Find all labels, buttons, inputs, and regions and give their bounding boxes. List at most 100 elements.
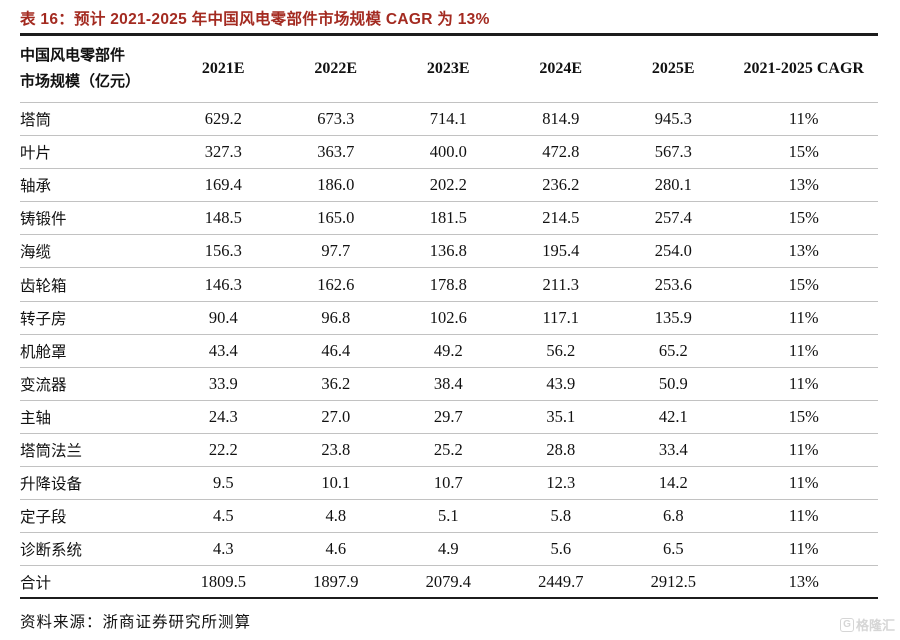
value-cell: 22.2 [208, 439, 238, 459]
table-row: 变流器 33.9 36.2 38.4 43.9 50.9 11% [20, 368, 878, 401]
value-cell: 6.8 [662, 506, 684, 526]
value-cell: 1897.9 [313, 571, 359, 591]
value-cell: 9.5 [212, 473, 234, 493]
value-cell: 43.4 [208, 340, 238, 360]
value-cell: 23.8 [321, 439, 351, 459]
cagr-cell: 15% [788, 142, 819, 162]
value-cell: 214.5 [542, 208, 580, 228]
value-cell: 6.5 [662, 539, 684, 559]
value-cell: 195.4 [542, 241, 580, 261]
value-cell: 90.4 [208, 307, 238, 327]
table-row: 升降设备 9.5 10.1 10.7 12.3 14.2 11% [20, 467, 878, 501]
row-label-cell: 升降设备 [20, 476, 83, 494]
row-label-cell: 塔筒法兰 [20, 442, 83, 460]
column-header-2025e: 2025E [651, 60, 695, 77]
row-label-cell: 变流器 [20, 376, 67, 394]
value-cell: 945.3 [654, 109, 692, 129]
value-cell: 10.7 [433, 473, 463, 493]
value-cell: 211.3 [542, 274, 579, 294]
value-cell: 4.5 [212, 506, 234, 526]
value-cell: 56.2 [546, 340, 576, 360]
value-cell: 10.1 [321, 473, 351, 493]
value-cell: 117.1 [542, 307, 579, 327]
value-cell: 5.8 [550, 506, 572, 526]
value-cell: 148.5 [204, 208, 242, 228]
value-cell: 146.3 [204, 274, 242, 294]
column-header-2021e: 2021E [201, 60, 245, 77]
value-cell: 29.7 [433, 406, 463, 426]
value-cell: 4.6 [325, 539, 347, 559]
cagr-cell: 15% [788, 208, 819, 228]
value-cell: 363.7 [317, 142, 355, 162]
value-cell: 472.8 [542, 142, 580, 162]
row-label-cell: 海缆 [20, 244, 52, 262]
value-cell: 181.5 [429, 208, 467, 228]
value-cell: 36.2 [321, 373, 351, 393]
cagr-cell: 13% [788, 175, 819, 195]
column-header-2022e: 2022E [314, 60, 358, 77]
row-label-cell: 塔筒 [20, 112, 52, 130]
table-row: 塔筒法兰 22.2 23.8 25.2 28.8 33.4 11% [20, 434, 878, 468]
value-cell: 5.6 [550, 539, 572, 559]
value-cell: 169.4 [204, 175, 242, 195]
cagr-cell: 13% [788, 241, 819, 261]
table-row: 机舱罩 43.4 46.4 49.2 56.2 65.2 11% [20, 335, 878, 368]
value-cell: 714.1 [429, 109, 467, 129]
value-cell: 567.3 [654, 142, 692, 162]
value-cell: 25.2 [433, 439, 463, 459]
column-header-2023e: 2023E [426, 60, 470, 77]
table-row: 齿轮箱 146.3 162.6 178.8 211.3 253.6 15% [20, 268, 878, 302]
value-cell: 202.2 [429, 175, 467, 195]
cagr-cell: 11% [788, 473, 819, 493]
value-cell: 35.1 [546, 406, 576, 426]
column-header-2024e: 2024E [539, 60, 583, 77]
row-label-cell: 主轴 [20, 409, 52, 427]
value-cell: 1809.5 [200, 571, 246, 591]
table-row: 轴承 169.4 186.0 202.2 236.2 280.1 13% [20, 169, 878, 203]
table-row: 定子段 4.5 4.8 5.1 5.8 6.8 11% [20, 500, 878, 534]
row-label-cell: 合计 [20, 574, 52, 592]
cagr-cell: 11% [788, 539, 819, 559]
watermark-label: 格隆汇 [855, 618, 895, 633]
table-title: 表 16：预计 2021-2025 年中国风电零部件市场规模 CAGR 为 13… [20, 11, 490, 28]
row-label-cell: 机舱罩 [20, 343, 67, 361]
row-label-cell: 铸锻件 [20, 211, 67, 229]
value-cell: 65.2 [658, 340, 688, 360]
value-cell: 27.0 [321, 406, 351, 426]
cagr-cell: 11% [788, 109, 819, 129]
cagr-cell: 13% [788, 571, 819, 591]
value-cell: 280.1 [654, 175, 692, 195]
value-cell: 236.2 [542, 175, 580, 195]
value-cell: 4.3 [212, 539, 234, 559]
table-row: 海缆 156.3 97.7 136.8 195.4 254.0 13% [20, 235, 878, 269]
value-cell: 165.0 [317, 208, 355, 228]
value-cell: 38.4 [433, 373, 463, 393]
value-cell: 96.8 [321, 307, 351, 327]
value-cell: 2912.5 [650, 571, 696, 591]
value-cell: 12.3 [546, 473, 576, 493]
table-row: 铸锻件 148.5 165.0 181.5 214.5 257.4 15% [20, 202, 878, 236]
value-cell: 5.1 [437, 506, 459, 526]
value-cell: 28.8 [546, 439, 576, 459]
row-label-cell: 轴承 [20, 178, 52, 196]
value-cell: 43.9 [546, 373, 576, 393]
value-cell: 97.7 [321, 241, 351, 261]
table-row: 转子房 90.4 96.8 102.6 117.1 135.9 11% [20, 302, 878, 335]
value-cell: 135.9 [654, 307, 692, 327]
value-cell: 46.4 [321, 340, 351, 360]
table-body: 塔筒 629.2 673.3 714.1 814.9 945.3 11% 叶片 327.3 363… [20, 103, 878, 600]
value-cell: 136.8 [429, 241, 467, 261]
row-label-cell: 齿轮箱 [20, 277, 67, 295]
cagr-cell: 15% [788, 274, 819, 294]
value-cell: 33.9 [208, 373, 238, 393]
watermark: G 格隆汇 [839, 615, 895, 634]
row-header-line1: 中国风电零部件 [20, 48, 126, 64]
cagr-cell: 11% [788, 506, 819, 526]
cagr-cell: 11% [788, 340, 819, 360]
cagr-cell: 11% [788, 439, 819, 459]
watermark-logo-icon: G [839, 617, 854, 632]
value-cell: 4.8 [325, 506, 347, 526]
value-cell: 156.3 [204, 241, 242, 261]
value-cell: 2449.7 [538, 571, 584, 591]
